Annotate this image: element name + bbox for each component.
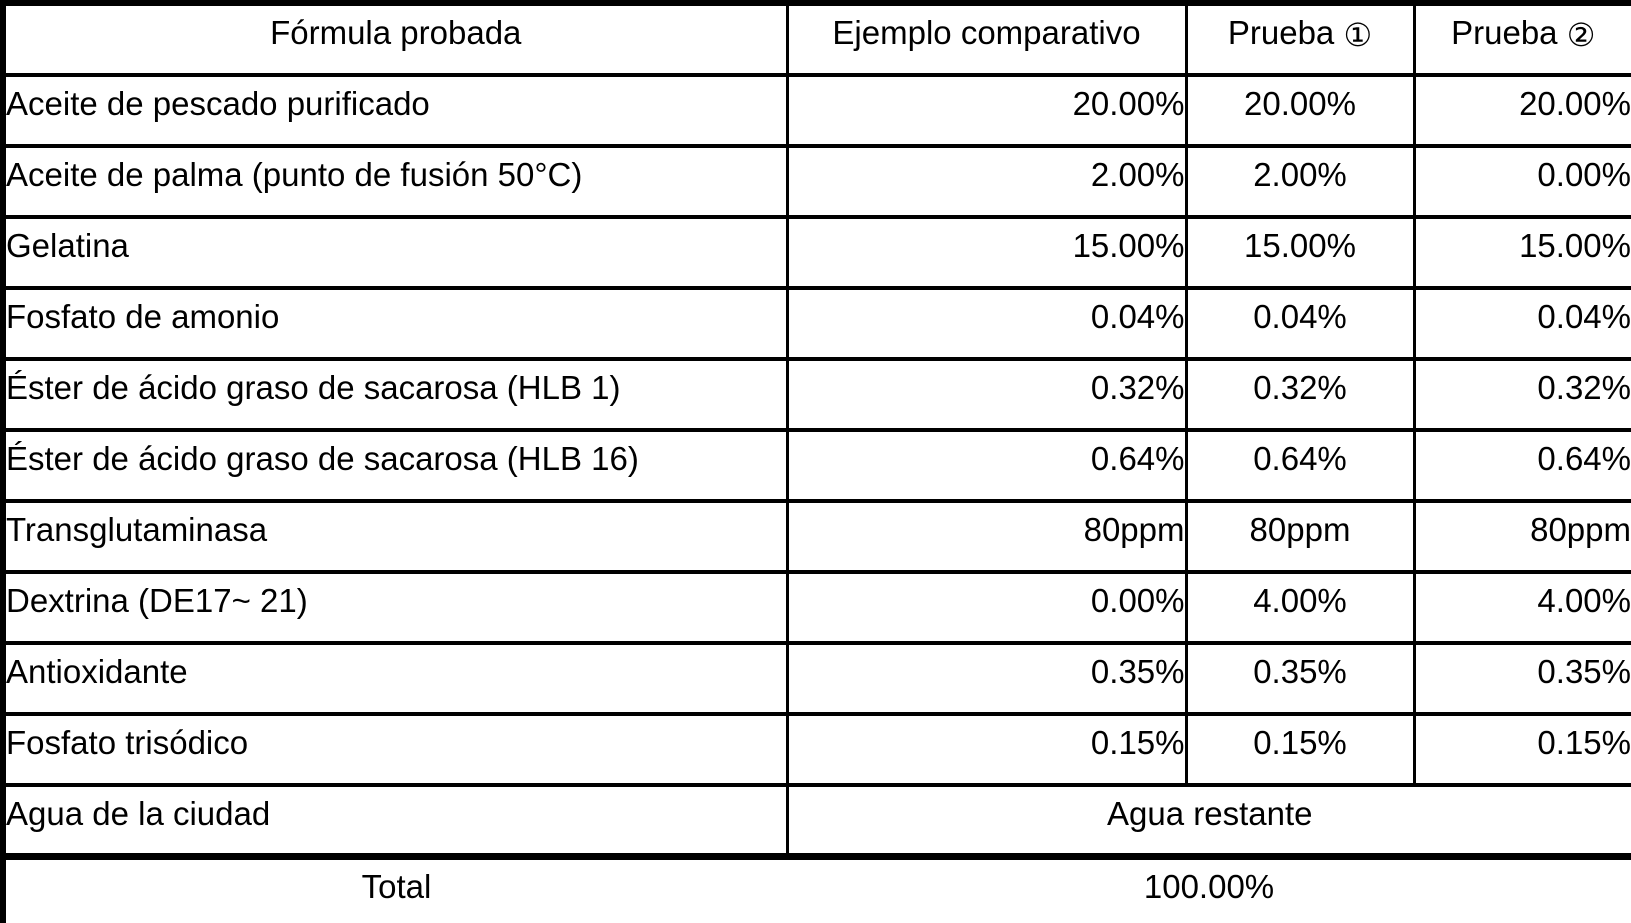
ingredient-label: Fosfato trisódico [1,712,789,787]
column-header-test2-text: Prueba [1451,14,1558,51]
test1-value: 80ppm [1184,499,1416,574]
test2-value: 0.64% [1412,428,1631,503]
table-row: Fosfato de amonio 0.04% 0.04% 0.04% [1,286,1631,361]
total-label: Total [1,852,787,923]
ingredient-label: Antioxidante [1,641,789,716]
test1-value: 0.04% [1184,286,1416,361]
comparative-value: 0.35% [785,641,1188,716]
table-row: Aceite de palma (punto de fusión 50°C) 2… [1,144,1631,219]
test1-value: 2.00% [1184,144,1416,219]
ingredient-label: Fosfato de amonio [1,286,789,361]
table-row: Aceite de pescado purificado 20.00% 20.0… [1,73,1631,148]
comparative-value: 0.04% [785,286,1188,361]
test2-value: 20.00% [1412,73,1631,148]
table-row: Éster de ácido graso de sacarosa (HLB 16… [1,428,1631,503]
circled-two-icon: ② [1566,16,1596,54]
comparative-value: 20.00% [785,73,1188,148]
comparative-value: 0.00% [785,570,1188,645]
test2-value: 4.00% [1412,570,1631,645]
ingredient-label: Dextrina (DE17~ 21) [1,570,789,645]
comparative-value: 0.15% [785,712,1188,787]
table-row: Dextrina (DE17~ 21) 0.00% 4.00% 4.00% [1,570,1631,645]
total-row: Total 100.00% [1,852,1631,923]
test2-value: 0.35% [1412,641,1631,716]
column-header-test1: Prueba ① [1184,1,1416,77]
test1-value: 0.15% [1184,712,1416,787]
test2-value: 80ppm [1412,499,1631,574]
test2-value: 0.15% [1412,712,1631,787]
column-header-comparative: Ejemplo comparativo [785,1,1188,77]
ingredient-label: Transglutaminasa [1,499,789,574]
ingredient-label: Éster de ácido graso de sacarosa (HLB 1) [1,357,789,432]
comparative-value: 2.00% [785,144,1188,219]
comparative-value: 0.32% [785,357,1188,432]
comparative-value: 15.00% [785,215,1188,290]
table-row: Antioxidante 0.35% 0.35% 0.35% [1,641,1631,716]
table-row: Transglutaminasa 80ppm 80ppm 80ppm [1,499,1631,574]
table-header-row: Fórmula probada Ejemplo comparativo Prue… [1,1,1631,77]
test2-value: 0.32% [1412,357,1631,432]
water-row: Agua de la ciudad Agua restante [1,783,1631,858]
table-row: Fosfato trisódico 0.15% 0.15% 0.15% [1,712,1631,787]
ingredient-label: Agua de la ciudad [1,783,789,858]
column-header-formula: Fórmula probada [1,1,789,77]
ingredient-label: Aceite de palma (punto de fusión 50°C) [1,144,789,219]
test1-value: 0.32% [1184,357,1416,432]
circled-one-icon: ① [1343,16,1373,54]
test1-value: 20.00% [1184,73,1416,148]
ingredient-label: Gelatina [1,215,789,290]
column-header-test1-text: Prueba [1227,14,1335,51]
table-row: Éster de ácido graso de sacarosa (HLB 1)… [1,357,1631,432]
ingredient-label: Éster de ácido graso de sacarosa (HLB 16… [1,428,789,503]
comparative-value: 80ppm [785,499,1188,574]
test2-value: 0.04% [1412,286,1631,361]
test1-value: 15.00% [1184,215,1416,290]
test2-value: 0.00% [1412,144,1631,219]
test1-value: 0.64% [1184,428,1416,503]
comparative-value: 0.64% [785,428,1188,503]
test1-value: 0.35% [1184,641,1416,716]
total-value: 100.00% [787,852,1631,923]
table-row: Gelatina 15.00% 15.00% 15.00% [1,215,1631,290]
test2-value: 15.00% [1412,215,1631,290]
test1-value: 4.00% [1184,570,1416,645]
water-remaining-value: Agua restante [785,783,1631,858]
column-header-test2: Prueba ② [1412,1,1631,77]
ingredient-label: Aceite de pescado purificado [1,73,789,148]
